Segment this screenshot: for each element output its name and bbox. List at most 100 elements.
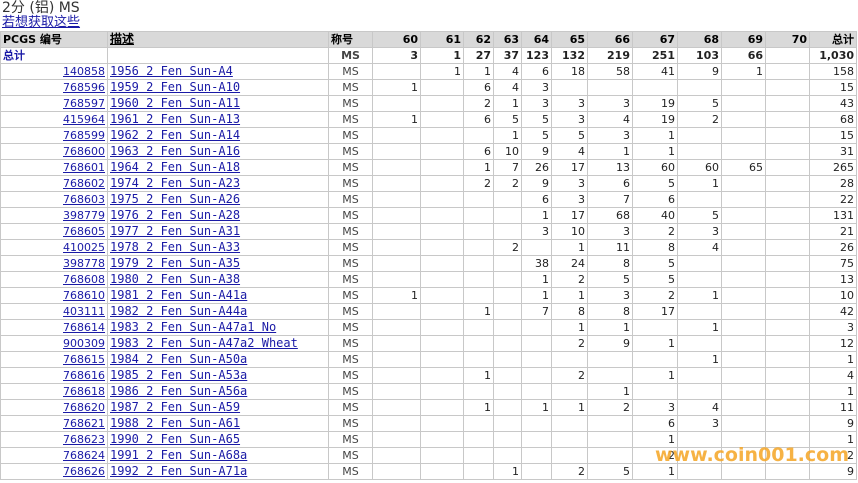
table-cell: 9 [521,175,552,192]
table-cell: 9 [809,463,857,480]
table-cell[interactable]: 1964 2 Fen Sun-A18 [107,159,329,176]
table-cell: 15 [809,79,857,96]
table-cell[interactable]: 768600 [0,143,108,160]
table-cell[interactable]: 768618 [0,383,108,400]
table-cell: 总计 [0,47,108,64]
table-cell[interactable]: 1979 2 Fen Sun-A35 [107,255,329,272]
table-cell[interactable]: 1977 2 Fen Sun-A31 [107,223,329,240]
table-cell: 60 [632,159,678,176]
table-cell[interactable]: 1980 2 Fen Sun-A38 [107,271,329,288]
table-cell: 5 [677,95,722,112]
table-cell[interactable]: 768621 [0,415,108,432]
table-cell [372,159,421,176]
table-cell[interactable]: 768608 [0,271,108,288]
table-cell: 11 [809,399,857,416]
table-cell: 65 [721,159,766,176]
table-cell[interactable]: 1991 2 Fen Sun-A68a [107,447,329,464]
data-row: 403111 1982 2 Fen Sun-A44a MS 1 7 8 8 17 42 [0,303,857,320]
table-cell[interactable]: 1976 2 Fen Sun-A28 [107,207,329,224]
table-cell: 3 [521,79,552,96]
table-cell[interactable]: 768620 [0,399,108,416]
table-cell[interactable]: 768623 [0,431,108,448]
table-cell[interactable]: 403111 [0,303,108,320]
table-cell[interactable]: 768603 [0,191,108,208]
table-cell[interactable]: 1963 2 Fen Sun-A16 [107,143,329,160]
table-cell[interactable]: 1959 2 Fen Sun-A10 [107,79,329,96]
table-cell[interactable]: 768597 [0,95,108,112]
table-cell[interactable]: 768599 [0,127,108,144]
table-cell [420,271,464,288]
table-cell [587,415,633,432]
table-cell: MS [328,367,373,384]
table-cell: 31 [809,143,857,160]
table-cell [765,223,810,240]
table-cell: 67 [632,31,678,48]
table-cell[interactable]: 410025 [0,239,108,256]
table-cell [372,143,421,160]
table-cell[interactable]: 1986 2 Fen Sun-A56a [107,383,329,400]
table-cell[interactable]: 1983 2 Fen Sun-A47a1 No [107,319,329,336]
table-cell[interactable]: 900309 [0,335,108,352]
table-cell[interactable]: 768605 [0,223,108,240]
table-cell: 132 [551,47,588,64]
table-cell: MS [328,399,373,416]
data-row: 768597 1960 2 Fen Sun-A11 MS 2 1 3 3 3 19 5 43 [0,95,857,112]
table-cell[interactable]: 1956 2 Fen Sun-A4 [107,63,329,80]
table-cell[interactable]: 398779 [0,207,108,224]
info-link[interactable]: 若想获取这些 [2,15,81,30]
table-cell [765,255,810,272]
table-cell: 1 [632,335,678,352]
table-cell[interactable]: 1978 2 Fen Sun-A33 [107,239,329,256]
table-cell[interactable]: 768616 [0,367,108,384]
table-cell: 9 [521,143,552,160]
table-cell[interactable]: 768626 [0,463,108,480]
table-cell[interactable]: 1960 2 Fen Sun-A11 [107,95,329,112]
table-cell [677,367,722,384]
table-cell[interactable]: 768602 [0,175,108,192]
table-cell: 26 [521,159,552,176]
table-cell[interactable]: 1974 2 Fen Sun-A23 [107,175,329,192]
table-cell[interactable]: 1961 2 Fen Sun-A13 [107,111,329,128]
table-cell [521,463,552,480]
table-cell[interactable]: 1985 2 Fen Sun-A53a [107,367,329,384]
data-row: 768603 1975 2 Fen Sun-A26 MS 6 3 7 6 22 [0,191,857,208]
table-cell[interactable]: 768610 [0,287,108,304]
table-cell [721,415,766,432]
table-cell: 1 [463,63,494,80]
table-cell[interactable]: 1987 2 Fen Sun-A59 [107,399,329,416]
table-cell[interactable]: 1981 2 Fen Sun-A41a [107,287,329,304]
table-cell [721,191,766,208]
table-cell: 68 [677,31,722,48]
table-cell: 3 [587,95,633,112]
table-cell[interactable]: 768624 [0,447,108,464]
table-cell: 4 [493,79,522,96]
table-cell: 1 [551,399,588,416]
table-cell [372,127,421,144]
table-cell: 17 [551,207,588,224]
table-cell[interactable]: 415964 [0,111,108,128]
table-cell[interactable]: 1988 2 Fen Sun-A61 [107,415,329,432]
table-cell: 1 [677,175,722,192]
table-cell[interactable]: 768601 [0,159,108,176]
table-cell[interactable]: 768596 [0,79,108,96]
table-cell [765,335,810,352]
table-cell: MS [328,207,373,224]
table-cell[interactable]: 768615 [0,351,108,368]
table-cell[interactable]: 1990 2 Fen Sun-A65 [107,431,329,448]
table-cell[interactable]: 140858 [0,63,108,80]
table-cell: 6 [632,415,678,432]
table-cell[interactable]: 1984 2 Fen Sun-A50a [107,351,329,368]
table-cell[interactable]: 768614 [0,319,108,336]
table-cell[interactable]: 1992 2 Fen Sun-A71a [107,463,329,480]
table-cell[interactable]: 1983 2 Fen Sun-A47a2 Wheat [107,335,329,352]
table-cell[interactable]: 1982 2 Fen Sun-A44a [107,303,329,320]
table-cell[interactable]: 398778 [0,255,108,272]
table-cell[interactable]: 1975 2 Fen Sun-A26 [107,191,329,208]
table-cell: 1 [632,367,678,384]
table-cell: MS [328,431,373,448]
table-cell[interactable]: 1962 2 Fen Sun-A14 [107,127,329,144]
table-cell: 2 [632,287,678,304]
table-cell [587,367,633,384]
table-cell: 3 [521,223,552,240]
data-row: 900309 1983 2 Fen Sun-A47a2 Wheat MS 2 9 1 12 [0,335,857,352]
